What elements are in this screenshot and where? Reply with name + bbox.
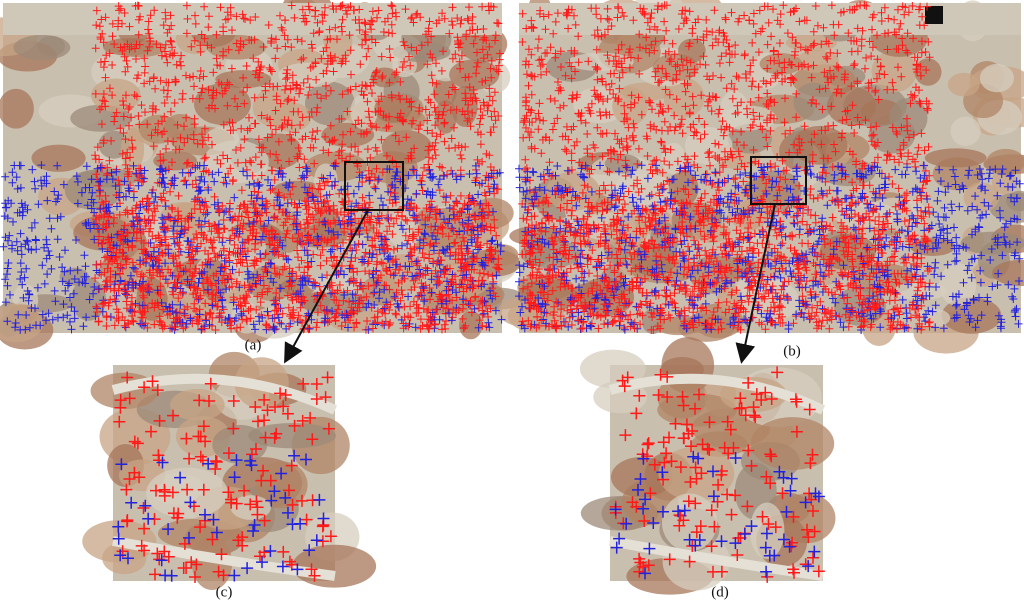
target <box>925 6 943 24</box>
stone <box>31 144 86 172</box>
stone <box>654 316 703 336</box>
zoom-arrow <box>284 209 369 364</box>
panel-caption: (b) <box>783 343 801 359</box>
stone <box>432 77 457 107</box>
stone <box>791 125 848 165</box>
feature-crosses <box>609 450 825 580</box>
stone <box>0 88 34 129</box>
wall-cap <box>3 3 502 35</box>
stone <box>212 424 268 464</box>
feature-crosses <box>0 161 506 334</box>
stone <box>292 544 377 588</box>
panel-caption: (a) <box>245 337 262 353</box>
stone <box>750 417 835 471</box>
stone <box>459 310 483 340</box>
stone <box>947 72 980 97</box>
stone <box>170 388 225 421</box>
feature-crosses <box>113 371 337 583</box>
stone <box>678 38 706 63</box>
stone <box>915 308 951 328</box>
stone <box>793 82 834 121</box>
stone <box>663 77 705 118</box>
feature-crosses <box>112 449 330 582</box>
feature-crosses <box>91 1 504 334</box>
stone <box>657 393 737 427</box>
stone <box>380 254 424 292</box>
feature-points <box>0 1 1024 583</box>
feature-crosses <box>91 196 503 334</box>
stone <box>252 87 296 127</box>
stone <box>950 116 981 146</box>
zoom-box <box>750 156 807 205</box>
stone <box>0 303 43 343</box>
feature-crosses <box>519 196 934 334</box>
stone <box>924 148 987 168</box>
feature-crosses <box>609 366 825 583</box>
stone <box>759 53 803 75</box>
stone <box>193 83 251 125</box>
zoom-box <box>344 161 404 211</box>
stone <box>255 461 308 509</box>
stone <box>381 130 432 165</box>
zoom-arrow <box>735 203 776 364</box>
panel-caption: (c) <box>216 584 233 600</box>
stone <box>960 231 1024 255</box>
panel-caption: (d) <box>711 584 729 600</box>
stone <box>610 456 673 498</box>
stone <box>248 423 337 449</box>
stone <box>661 142 686 175</box>
stone <box>449 59 500 90</box>
stone <box>979 63 1014 93</box>
stone <box>138 114 180 144</box>
stone <box>661 493 718 552</box>
stone <box>826 86 877 126</box>
stone <box>153 151 197 171</box>
stone <box>871 50 917 93</box>
stone <box>13 34 71 61</box>
stone <box>986 148 1024 176</box>
stone <box>59 267 89 286</box>
stone <box>992 259 1024 287</box>
stone <box>579 349 646 389</box>
